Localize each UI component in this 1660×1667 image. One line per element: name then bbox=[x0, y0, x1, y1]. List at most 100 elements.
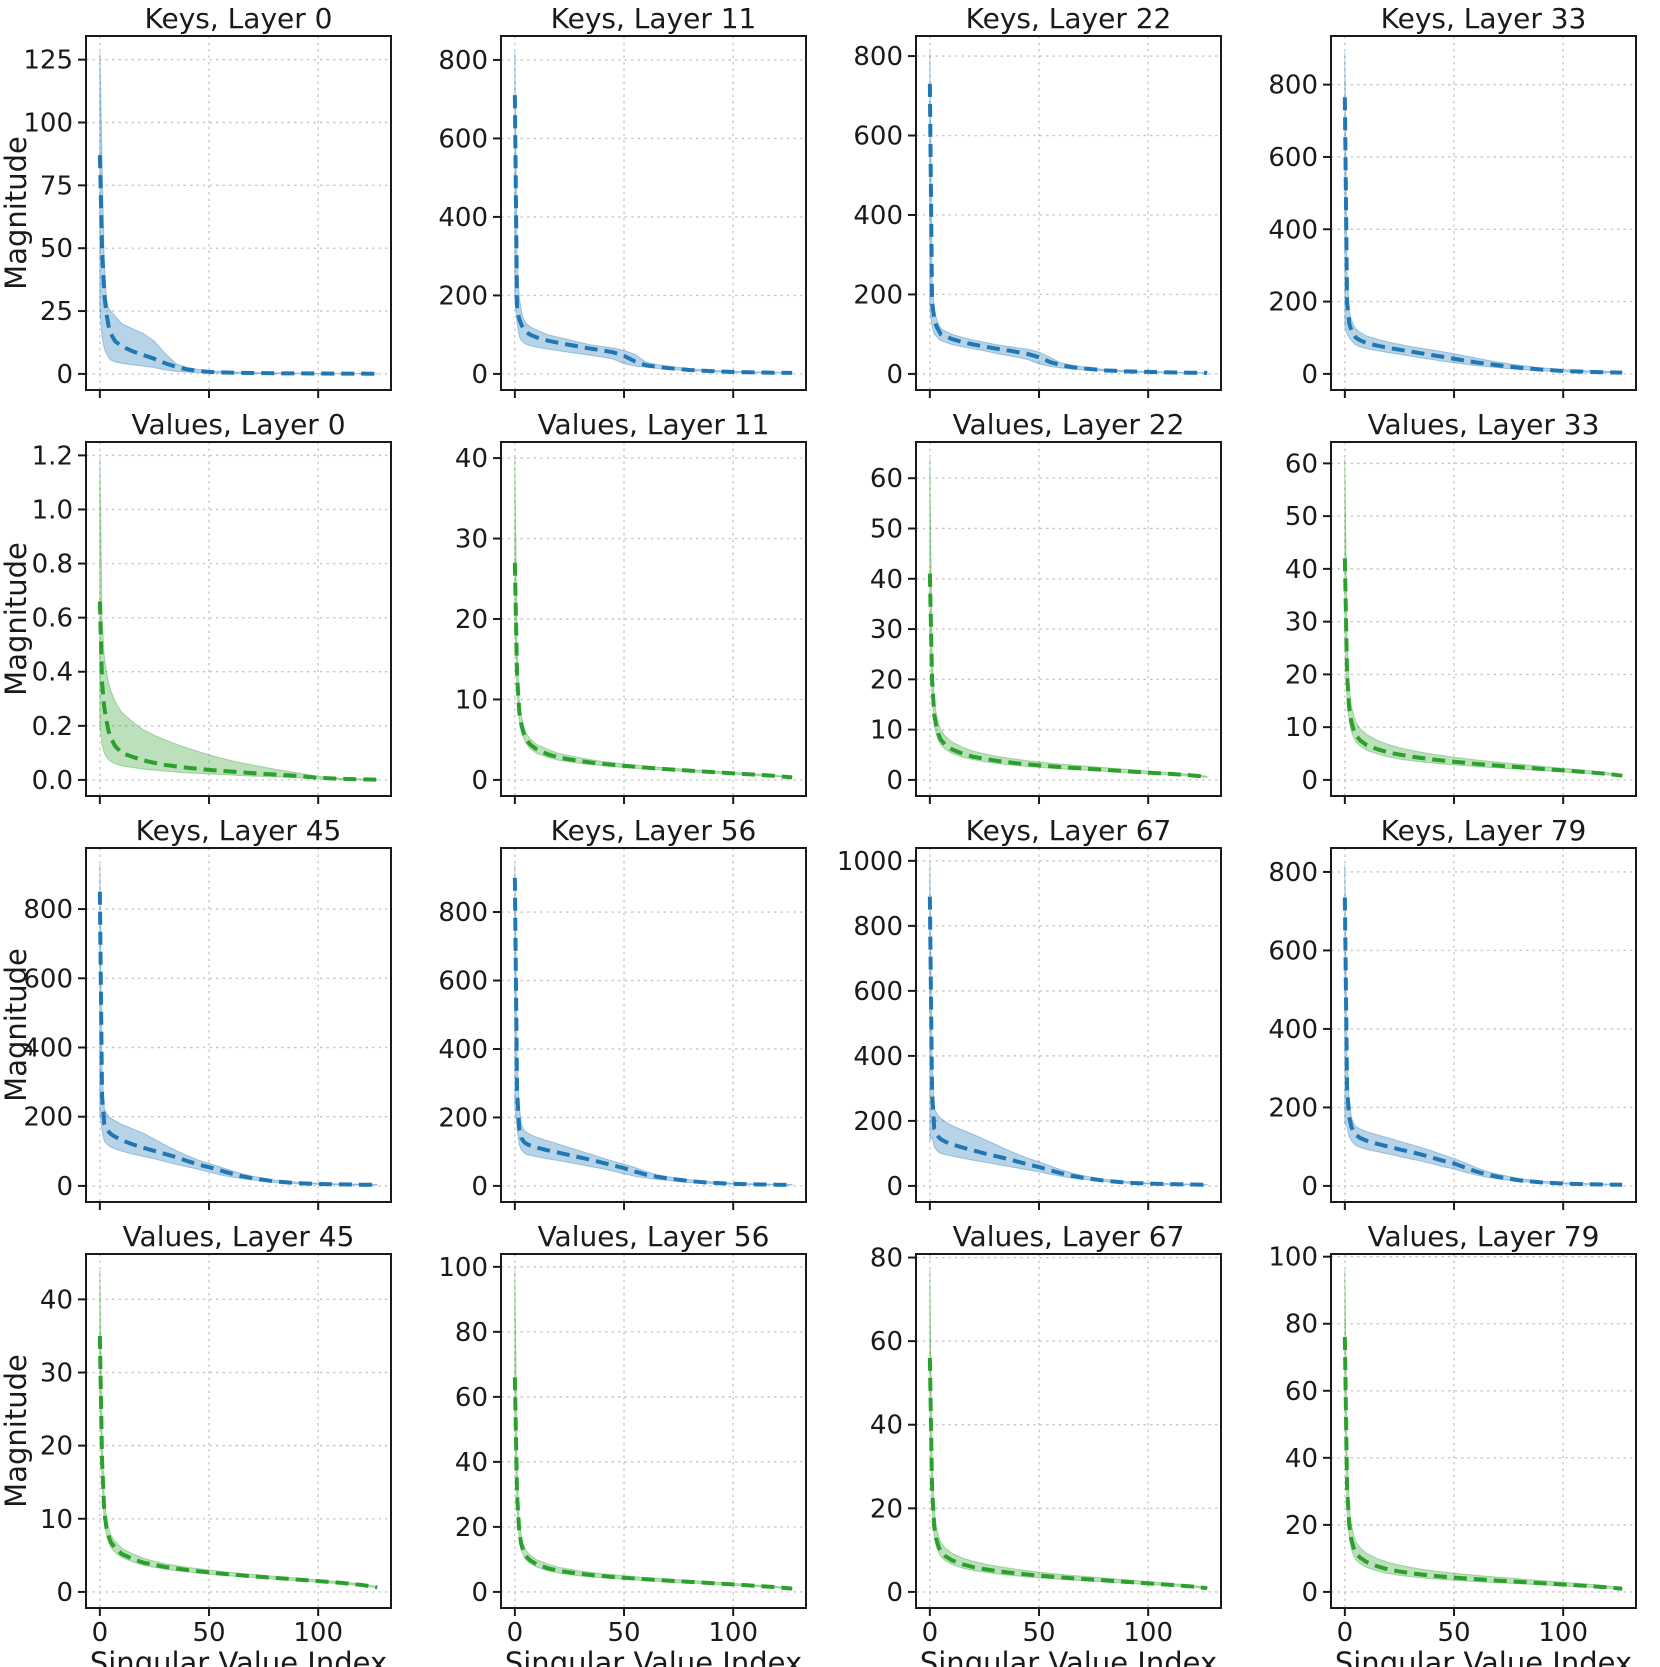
x-tick-label: 50 bbox=[1437, 1618, 1470, 1648]
y-tick-label: 800 bbox=[438, 898, 488, 928]
y-tick-label: 200 bbox=[853, 1107, 903, 1137]
mean-line bbox=[927, 83, 1208, 375]
y-tick-label: 100 bbox=[1268, 1243, 1318, 1273]
y-tick-label: 600 bbox=[438, 966, 488, 996]
plot-canvas-keys-layer-67: 0 200 400 600 800 1000 Keys, Layer 67 bbox=[837, 814, 1222, 1210]
y-tick-label: 0 bbox=[471, 1172, 488, 1202]
y-tick-label: 10 bbox=[455, 685, 488, 715]
mean-line bbox=[512, 877, 793, 1187]
subplot-keys-layer-67: 0 200 400 600 800 1000 Keys, Layer 67 bbox=[830, 812, 1245, 1218]
y-tick-label: 400 bbox=[438, 1035, 488, 1065]
y-tick-label: 40 bbox=[455, 444, 488, 474]
mean-line bbox=[927, 1357, 1208, 1591]
subplot-values-layer-56: 0 20 40 60 80 100 0 50 100 Values, Layer 56 Singul… bbox=[415, 1218, 830, 1667]
y-tick-label: 1.0 bbox=[32, 495, 73, 525]
y-tick-label: 20 bbox=[455, 1513, 488, 1543]
y-tick-label: 0.8 bbox=[32, 550, 73, 580]
axes-spines bbox=[1330, 847, 1637, 1203]
y-tick-label: 1.2 bbox=[32, 441, 73, 471]
subplot-keys-layer-79: 0 200 400 600 800 Keys, Layer 79 bbox=[1245, 812, 1660, 1218]
y-tick-label: 60 bbox=[870, 1327, 903, 1357]
panel-title: Values, Layer 33 bbox=[1368, 408, 1600, 441]
y-tick-label: 0 bbox=[471, 360, 488, 390]
mean-line bbox=[97, 601, 378, 782]
confidence-band bbox=[99, 1270, 378, 1589]
plot-canvas-keys-layer-0: 0 25 50 75 100 125 Keys, Layer 0 Magnitude bbox=[0, 2, 392, 398]
confidence-band bbox=[1344, 458, 1623, 778]
y-tick-label: 60 bbox=[1285, 449, 1318, 479]
plot-canvas-keys-layer-22: 0 200 400 600 800 Keys, Layer 22 bbox=[853, 2, 1222, 398]
y-tick-label: 800 bbox=[1268, 71, 1318, 101]
mean-line bbox=[512, 562, 793, 780]
subplot-keys-layer-56: 0 200 400 600 800 Keys, Layer 56 bbox=[415, 812, 830, 1218]
y-axis-label: Magnitude bbox=[0, 542, 33, 696]
axes-spines bbox=[1330, 441, 1637, 797]
x-tick-label: 0 bbox=[92, 1618, 109, 1648]
plot-canvas-values-layer-22: 0 10 20 30 40 50 60 Values, Layer 22 bbox=[870, 408, 1222, 804]
subplot-values-layer-22: 0 10 20 30 40 50 60 Values, Layer 22 bbox=[830, 406, 1245, 812]
mean-line bbox=[927, 896, 1208, 1187]
y-tick-label: 30 bbox=[870, 615, 903, 645]
y-tick-label: 40 bbox=[1285, 555, 1318, 585]
mean-line bbox=[1342, 897, 1623, 1187]
confidence-band bbox=[929, 458, 1208, 778]
y-tick-label: 0 bbox=[886, 360, 903, 390]
mean-line bbox=[97, 891, 378, 1187]
y-tick-label: 0 bbox=[471, 766, 488, 796]
panel-title: Values, Layer 56 bbox=[538, 1220, 770, 1253]
confidence-band bbox=[99, 864, 378, 1186]
confidence-band bbox=[99, 52, 378, 375]
confidence-band bbox=[99, 458, 378, 781]
y-tick-label: 20 bbox=[455, 605, 488, 635]
plot-canvas-keys-layer-56: 0 200 400 600 800 Keys, Layer 56 bbox=[438, 814, 807, 1210]
mean-line bbox=[927, 573, 1208, 779]
panel-title: Keys, Layer 45 bbox=[136, 814, 342, 847]
y-tick-label: 400 bbox=[853, 201, 903, 231]
subplot-values-layer-11: 0 10 20 30 40 Values, Layer 11 bbox=[415, 406, 830, 812]
y-tick-label: 20 bbox=[870, 665, 903, 695]
subplot-keys-layer-45: 0 200 400 600 800 Keys, Layer 45 Magnitude bbox=[0, 812, 415, 1218]
y-tick-label: 200 bbox=[1268, 1093, 1318, 1123]
y-tick-label: 30 bbox=[40, 1358, 73, 1388]
mean-line bbox=[1342, 1337, 1623, 1591]
y-tick-label: 10 bbox=[870, 716, 903, 746]
plot-canvas-keys-layer-33: 0 200 400 600 800 Keys, Layer 33 bbox=[1268, 2, 1637, 398]
confidence-band bbox=[929, 864, 1208, 1186]
confidence-band bbox=[1344, 1270, 1623, 1590]
panel-title: Keys, Layer 11 bbox=[551, 2, 757, 35]
subplot-keys-layer-11: 0 200 400 600 800 Keys, Layer 11 bbox=[415, 0, 830, 406]
y-tick-label: 20 bbox=[1285, 660, 1318, 690]
subplot-values-layer-67: 0 20 40 60 80 0 50 100 Values, Layer 67 Singular … bbox=[830, 1218, 1245, 1667]
panel-title: Values, Layer 45 bbox=[123, 1220, 355, 1253]
subplot-keys-layer-22: 0 200 400 600 800 Keys, Layer 22 bbox=[830, 0, 1245, 406]
panel-title: Keys, Layer 33 bbox=[1381, 2, 1587, 35]
y-tick-label: 0 bbox=[56, 360, 73, 390]
y-tick-label: 60 bbox=[1285, 1377, 1318, 1407]
plot-canvas-values-layer-0: 0.0 0.2 0.4 0.6 0.8 1.0 1.2 Values, Layer 0 Magn… bbox=[0, 408, 392, 804]
y-tick-label: 0 bbox=[886, 1578, 903, 1608]
y-tick-label: 50 bbox=[40, 234, 73, 264]
y-tick-label: 200 bbox=[853, 280, 903, 310]
panel-title: Values, Layer 11 bbox=[538, 408, 770, 441]
y-tick-label: 60 bbox=[870, 464, 903, 494]
x-tick-label: 50 bbox=[192, 1618, 225, 1648]
y-tick-label: 40 bbox=[1285, 1444, 1318, 1474]
confidence-band bbox=[929, 52, 1208, 374]
y-tick-label: 800 bbox=[23, 895, 73, 925]
axes-spines bbox=[1330, 35, 1637, 391]
plot-canvas-keys-layer-45: 0 200 400 600 800 Keys, Layer 45 Magnitude bbox=[0, 814, 392, 1210]
confidence-band bbox=[514, 52, 793, 374]
y-tick-label: 1000 bbox=[837, 847, 903, 877]
y-tick-label: 50 bbox=[870, 514, 903, 544]
panel-title: Values, Layer 22 bbox=[953, 408, 1185, 441]
plot-canvas-keys-layer-11: 0 200 400 600 800 Keys, Layer 11 bbox=[438, 2, 807, 398]
y-tick-label: 200 bbox=[438, 1103, 488, 1133]
y-tick-label: 800 bbox=[1268, 858, 1318, 888]
y-tick-label: 400 bbox=[853, 1042, 903, 1072]
y-tick-label: 0 bbox=[886, 1172, 903, 1202]
y-tick-label: 20 bbox=[40, 1432, 73, 1462]
plot-canvas-values-layer-67: 0 20 40 60 80 0 50 100 Values, Layer 67 Singular … bbox=[870, 1220, 1222, 1667]
plot-canvas-values-layer-33: 0 10 20 30 40 50 60 Values, Layer 33 bbox=[1285, 408, 1637, 804]
y-tick-label: 600 bbox=[853, 122, 903, 152]
x-axis-label: Singular Value Index bbox=[90, 1646, 387, 1667]
